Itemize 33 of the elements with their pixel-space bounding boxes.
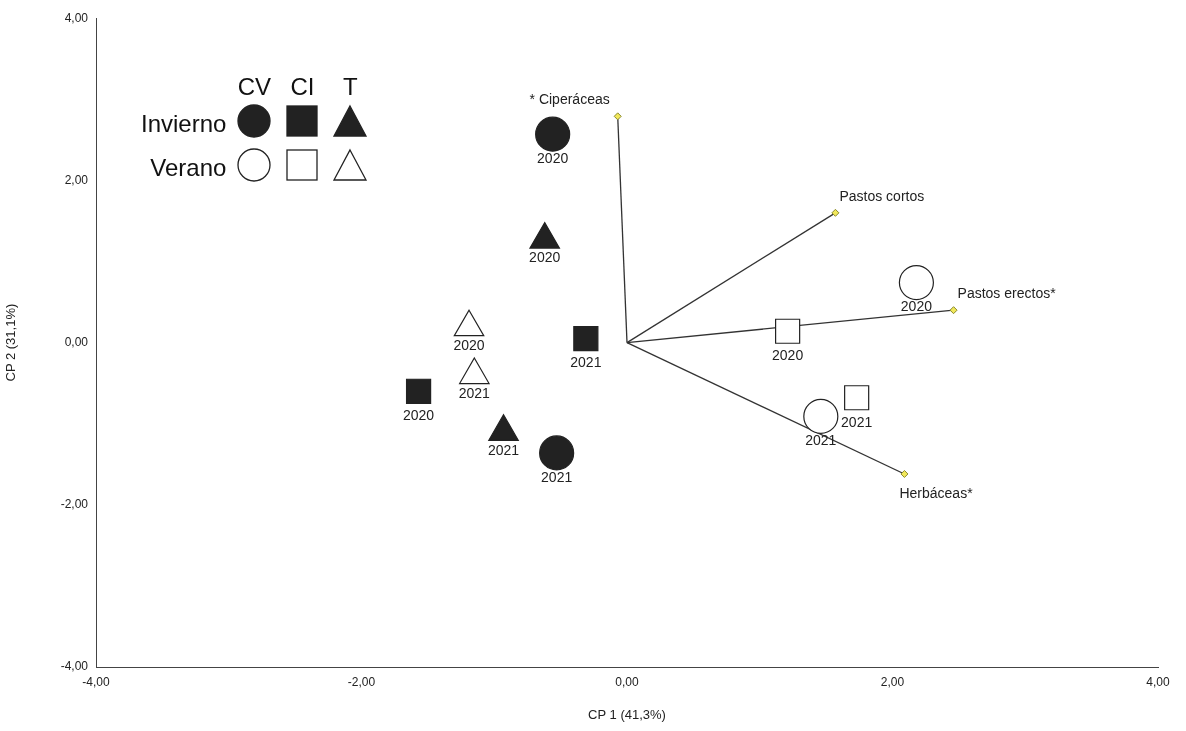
annotation: CI (290, 73, 315, 102)
annotation: 2020 (772, 347, 804, 364)
y-axis-title: CP 2 (31,1%) (3, 303, 19, 382)
annotation: 2021 (841, 413, 873, 430)
x-tick-label: 0,00 (615, 674, 639, 689)
annotation: 2020 (537, 150, 569, 167)
annotation: CV (237, 73, 272, 102)
x-tick-label: -4,00 (82, 674, 110, 689)
annotation: 2021 (541, 468, 573, 485)
annotation: 2021 (487, 441, 520, 458)
y-tick-label: -4,00 (60, 659, 89, 674)
annotation: 2020 (529, 249, 561, 266)
annotation: 2020 (403, 407, 435, 424)
y-tick-label: 4,00 (64, 10, 89, 25)
annotation: Pastos erectos* (957, 285, 1057, 302)
x-tick-label: -2,00 (347, 674, 376, 689)
annotation: 2021 (570, 354, 602, 371)
annotation: Pastos cortos (839, 187, 925, 204)
annotation: Herbáceas* (899, 484, 974, 501)
y-tick-label: 2,00 (64, 172, 89, 187)
annotation: 2020 (453, 337, 485, 354)
annotation: 2021 (805, 432, 837, 449)
x-tick-label: 2,00 (880, 674, 905, 689)
y-tick-label: -2,00 (60, 497, 89, 512)
annotation: Invierno (141, 110, 228, 139)
annotation: Verano (150, 154, 228, 183)
x-tick-label: 4,00 (1146, 674, 1170, 689)
x-axis-title: CP 1 (41,3%) (588, 706, 666, 722)
annotation: T (343, 73, 358, 102)
annotation: 2021 (458, 384, 491, 401)
annotation: * Ciperáceas (529, 91, 610, 108)
y-tick-label: 0,00 (64, 334, 89, 349)
annotation: 2020 (900, 298, 933, 315)
